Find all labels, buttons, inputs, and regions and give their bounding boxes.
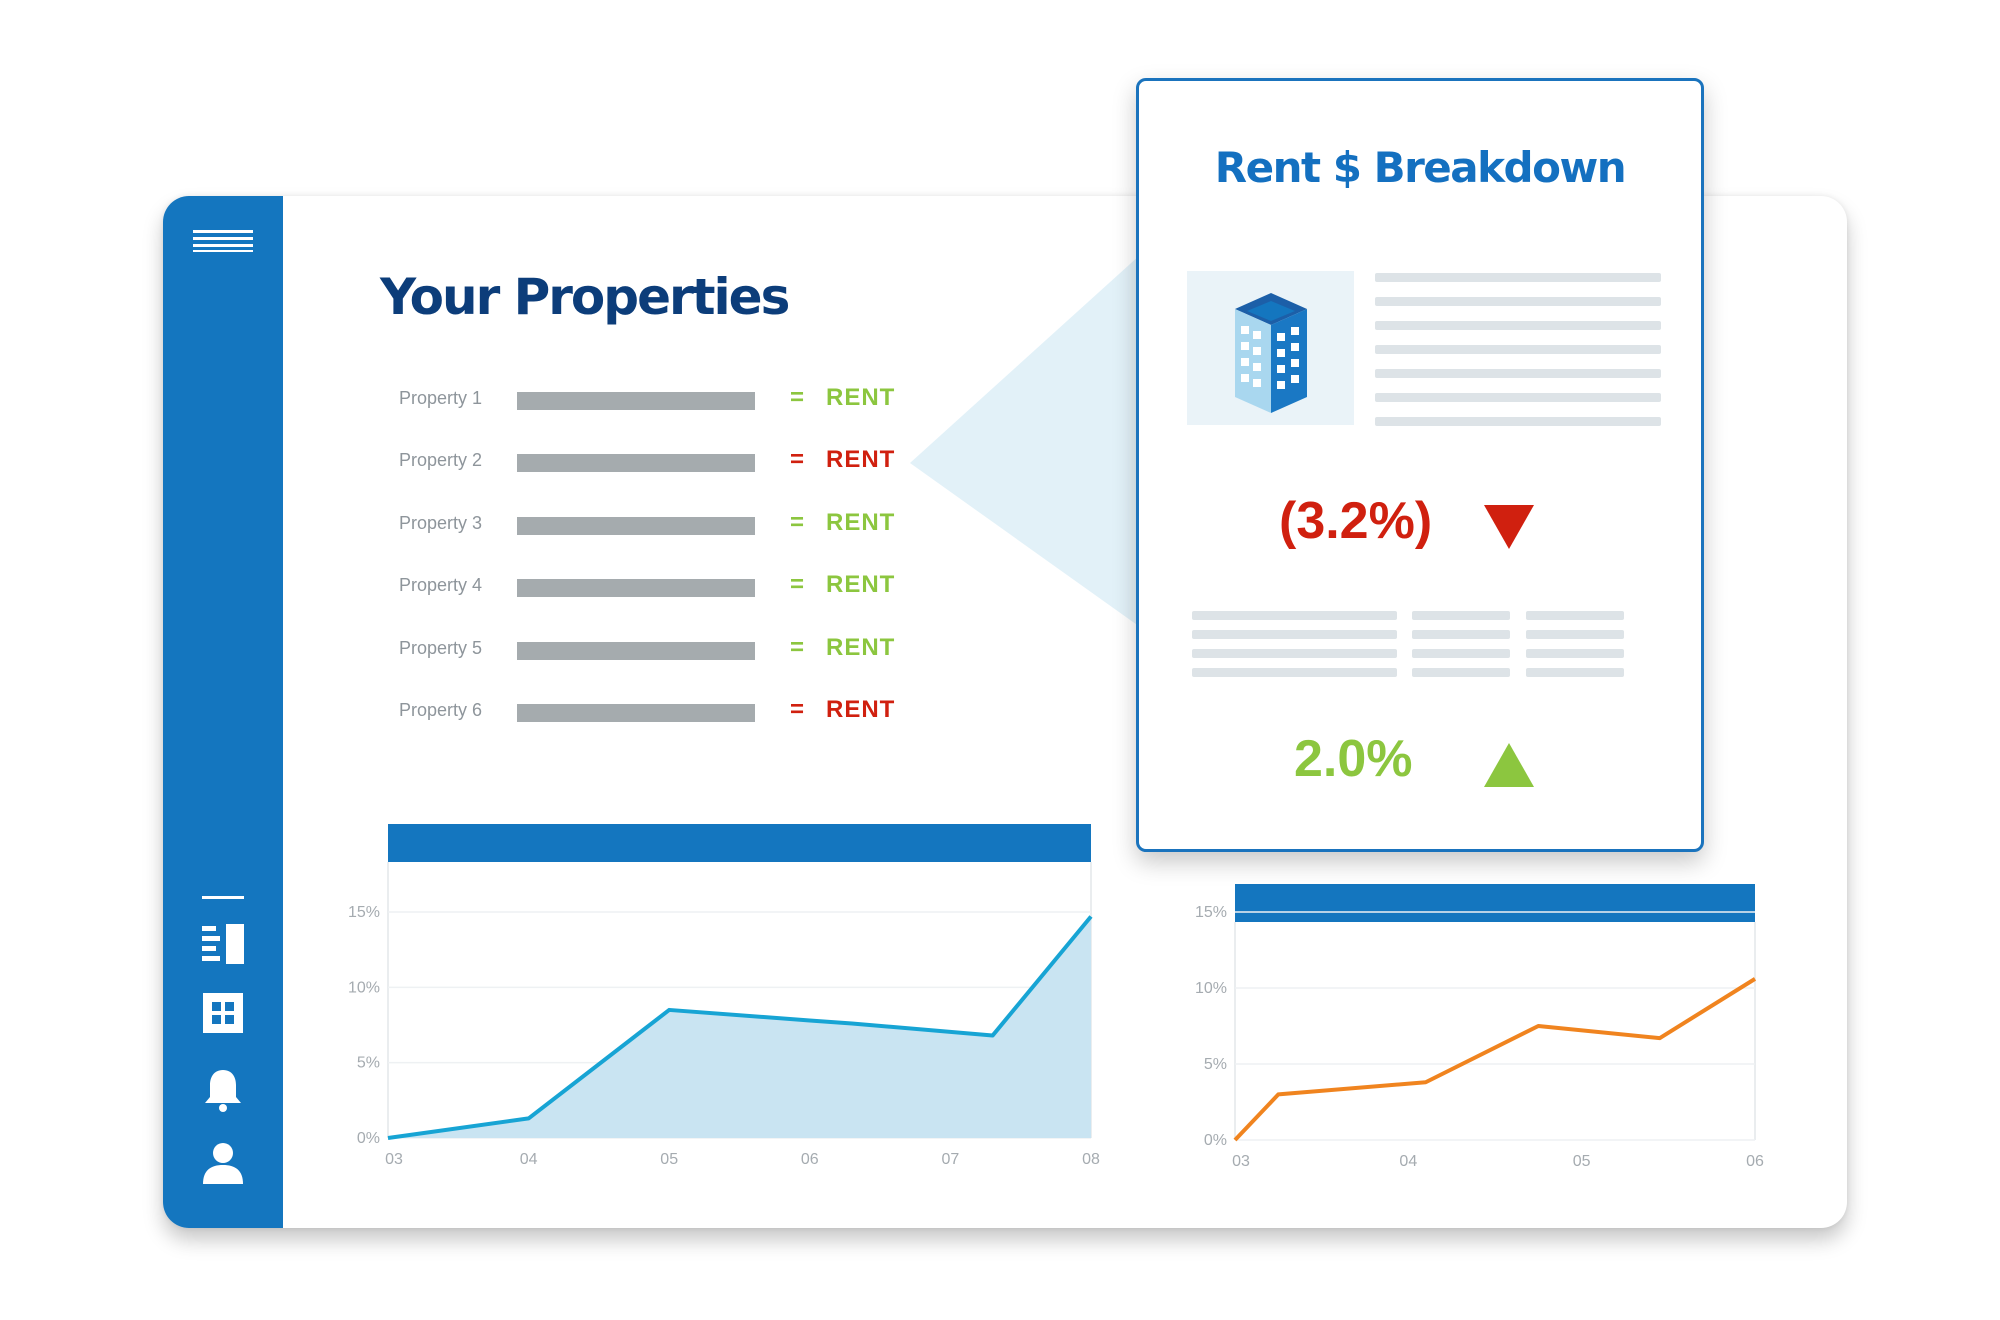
rent-trend-line-chart: 0% 5% 10% 15% 03 04 05 06 <box>1195 884 1764 1170</box>
property-row[interactable]: Property 6 = RENT <box>360 692 920 732</box>
property-row[interactable]: Property 2 = RENT <box>360 442 920 482</box>
text-line-placeholder <box>1375 369 1661 378</box>
property-label: Property 1 <box>398 388 482 408</box>
rent-label: RENT <box>826 571 896 598</box>
report-icon[interactable] <box>163 924 283 964</box>
rent-label: RENT <box>826 634 896 661</box>
text-line-placeholder <box>1412 611 1510 620</box>
divider <box>163 896 283 899</box>
property-value-bar <box>517 454 755 472</box>
chart-header-bar <box>388 824 1091 862</box>
x-tick-label: 08 <box>1082 1151 1100 1168</box>
text-line-placeholder <box>1375 345 1661 354</box>
rent-label: RENT <box>826 509 896 536</box>
y-tick-label: 10% <box>348 979 380 996</box>
property-value-bar <box>517 642 755 660</box>
equals-sign: = <box>790 509 805 536</box>
property-value-bar <box>517 579 755 597</box>
triangle-down-icon <box>1484 505 1534 549</box>
rent-label: RENT <box>826 446 896 473</box>
chart-header-bar <box>1235 884 1755 922</box>
property-row[interactable]: Property 3 = RENT <box>360 505 920 545</box>
menu-icon[interactable] <box>163 230 283 252</box>
text-line-placeholder <box>1375 321 1661 330</box>
property-label: Property 3 <box>398 513 482 533</box>
x-tick-label: 03 <box>385 1151 403 1168</box>
equals-sign: = <box>790 446 805 473</box>
x-tick-label: 04 <box>520 1151 538 1168</box>
rent-label: RENT <box>826 384 896 411</box>
text-line-placeholder <box>1412 630 1510 639</box>
series-line <box>1233 977 1757 1142</box>
property-row[interactable]: Property 1 = RENT <box>360 380 920 420</box>
grid-icon[interactable] <box>163 993 283 1033</box>
x-tick-label: 05 <box>660 1151 678 1168</box>
x-tick-label: 06 <box>801 1151 819 1168</box>
text-line-placeholder <box>1192 630 1397 639</box>
text-line-placeholder <box>1526 668 1624 677</box>
y-tick-label: 0% <box>357 1130 380 1147</box>
rent-trend-area-chart: 0% 5% 10% 15% 03 04 05 06 07 08 <box>348 824 1100 1168</box>
area-fill <box>388 916 1091 1138</box>
rent-label: RENT <box>826 696 896 723</box>
equals-sign: = <box>790 696 805 723</box>
y-tick-label: 15% <box>348 904 380 921</box>
text-line-placeholder <box>1526 649 1624 658</box>
x-tick-label: 07 <box>942 1151 960 1168</box>
property-row[interactable]: Property 4 = RENT <box>360 567 920 607</box>
text-line-placeholder <box>1412 668 1510 677</box>
building-icon <box>1187 271 1354 425</box>
bell-icon[interactable] <box>163 1068 283 1112</box>
callout-pointer <box>910 255 1140 627</box>
property-label: Property 6 <box>398 700 482 720</box>
property-value-bar <box>517 392 755 410</box>
text-line-placeholder <box>1192 649 1397 658</box>
x-tick-label: 06 <box>1746 1153 1764 1170</box>
y-tick-label: 5% <box>357 1055 380 1072</box>
y-tick-label: 10% <box>1195 980 1227 997</box>
text-line-placeholder <box>1412 649 1510 658</box>
x-tick-label: 03 <box>1232 1153 1250 1170</box>
y-tick-label: 5% <box>1204 1056 1227 1073</box>
text-line-placeholder <box>1375 393 1661 402</box>
text-line-placeholder <box>1526 611 1624 620</box>
x-tick-label: 04 <box>1399 1153 1417 1170</box>
y-tick-label: 15% <box>1195 904 1227 921</box>
property-value-bar <box>517 517 755 535</box>
equals-sign: = <box>790 571 805 598</box>
text-line-placeholder <box>1375 273 1661 282</box>
property-value-bar <box>517 704 755 722</box>
y-tick-label: 0% <box>1204 1132 1227 1149</box>
x-tick-label: 05 <box>1573 1153 1591 1170</box>
text-line-placeholder <box>1192 611 1397 620</box>
text-line-placeholder <box>1192 668 1397 677</box>
rent-breakdown-card[interactable]: Rent $ Breakdown (3.2%) <box>1136 78 1704 852</box>
text-line-placeholder <box>1375 297 1661 306</box>
page-title: Your Properties <box>380 268 790 326</box>
series-line <box>387 915 1093 1140</box>
equals-sign: = <box>790 634 805 661</box>
user-icon[interactable] <box>163 1142 283 1184</box>
sidebar <box>163 196 283 1228</box>
property-label: Property 2 <box>398 450 482 470</box>
property-row[interactable]: Property 5 = RENT <box>360 630 920 670</box>
triangle-up-icon <box>1484 743 1534 787</box>
card-title: Rent $ Breakdown <box>1214 143 1627 192</box>
property-label: Property 4 <box>398 575 482 595</box>
decrease-percent: (3.2%) <box>1279 492 1433 550</box>
text-line-placeholder <box>1526 630 1624 639</box>
text-line-placeholder <box>1375 417 1661 426</box>
property-label: Property 5 <box>398 638 482 658</box>
increase-percent: 2.0% <box>1294 730 1413 788</box>
equals-sign: = <box>790 384 805 411</box>
